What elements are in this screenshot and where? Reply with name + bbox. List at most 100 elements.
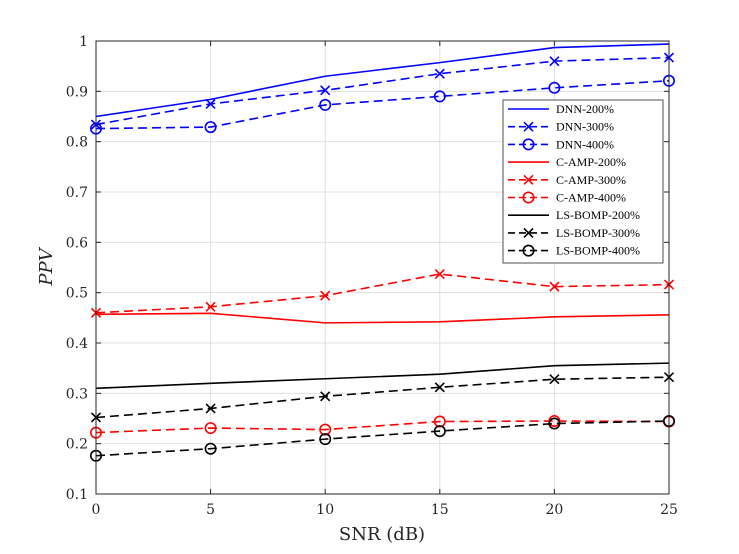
x-marker bbox=[549, 281, 560, 292]
legend-label: C-AMP-200% bbox=[556, 155, 626, 169]
data-point bbox=[319, 423, 332, 436]
x-tick-label: 0 bbox=[92, 502, 101, 518]
legend-entry: DNN-300% bbox=[508, 120, 614, 134]
x-marker-stroke bbox=[320, 85, 331, 96]
x-marker bbox=[523, 174, 534, 185]
x-marker-stroke bbox=[523, 227, 534, 238]
circle-marker bbox=[522, 138, 535, 151]
y-tick-label: 0.2 bbox=[66, 437, 88, 453]
x-tick-label: 15 bbox=[431, 502, 449, 518]
data-point bbox=[319, 98, 332, 111]
legend-entry: C-AMP-400% bbox=[508, 191, 626, 205]
circle-marker bbox=[522, 244, 535, 257]
plot-frame bbox=[95, 40, 670, 495]
x-marker bbox=[523, 121, 534, 132]
x-tick-label: 10 bbox=[316, 502, 334, 518]
y-axis-label: PPV bbox=[36, 246, 57, 286]
x-marker bbox=[320, 290, 331, 301]
x-marker bbox=[205, 301, 216, 312]
data-point bbox=[433, 415, 446, 428]
series-ls-bomp-300pct bbox=[90, 372, 675, 423]
series-dnn-400pct bbox=[90, 74, 675, 135]
data-point bbox=[204, 422, 217, 435]
legend-label: LS-BOMP-300% bbox=[556, 226, 640, 240]
circle-marker bbox=[522, 191, 535, 204]
x-marker-stroke bbox=[205, 403, 216, 414]
circle-marker bbox=[204, 121, 217, 134]
x-marker-stroke bbox=[205, 98, 216, 109]
legend-label: C-AMP-300% bbox=[556, 173, 626, 187]
legend-label: C-AMP-400% bbox=[556, 191, 626, 205]
circle-marker bbox=[433, 90, 446, 103]
series-dnn-300pct bbox=[90, 52, 675, 130]
data-point bbox=[320, 290, 331, 301]
circle-marker bbox=[319, 433, 332, 446]
x-marker-stroke bbox=[434, 68, 445, 79]
series-line bbox=[95, 420, 670, 434]
data-point bbox=[434, 268, 445, 280]
data-point bbox=[205, 98, 216, 109]
x-tick-label: 25 bbox=[660, 502, 678, 518]
circle-marker bbox=[319, 98, 332, 111]
y-tick-label: 0.9 bbox=[66, 84, 88, 100]
legend-label: DNN-300% bbox=[556, 120, 614, 134]
series-line bbox=[95, 420, 670, 457]
legend-label: LS-BOMP-200% bbox=[556, 208, 640, 222]
x-marker-stroke bbox=[320, 391, 331, 402]
circle-marker bbox=[433, 415, 446, 428]
y-tick-label: 0.8 bbox=[66, 135, 88, 151]
data-point bbox=[204, 121, 217, 134]
legend-entry: LS-BOMP-400% bbox=[508, 244, 640, 258]
data-point bbox=[320, 391, 331, 402]
series-line bbox=[95, 79, 670, 130]
x-marker bbox=[434, 382, 445, 393]
x-marker bbox=[205, 403, 216, 414]
x-tick-label: 20 bbox=[545, 502, 563, 518]
circle-marker bbox=[204, 442, 217, 455]
legend-entry: DNN-400% bbox=[508, 137, 614, 151]
x-marker bbox=[320, 85, 331, 96]
data-point bbox=[548, 417, 561, 430]
legend-entry: C-AMP-300% bbox=[508, 173, 626, 187]
x-tick-labels: 0 5 10 15 20 25 bbox=[92, 502, 678, 518]
x-marker-stroke bbox=[549, 281, 560, 292]
legend-entry: DNN-200% bbox=[508, 102, 614, 116]
series-line bbox=[95, 43, 670, 118]
ticks bbox=[95, 40, 670, 495]
data-point bbox=[205, 403, 216, 414]
x-marker bbox=[434, 268, 445, 280]
y-tick-label: 0.1 bbox=[66, 487, 88, 503]
y-tick-label: 0.3 bbox=[66, 386, 88, 402]
series-line bbox=[95, 312, 670, 324]
series-line bbox=[95, 376, 670, 419]
series-line bbox=[95, 362, 670, 390]
y-tick-label: 0.6 bbox=[66, 235, 88, 251]
x-marker bbox=[434, 68, 445, 79]
circle-marker bbox=[548, 417, 561, 430]
data-point bbox=[548, 81, 561, 94]
x-marker bbox=[320, 391, 331, 402]
x-marker-stroke bbox=[549, 56, 560, 67]
data-point bbox=[434, 68, 445, 79]
legend-entry: LS-BOMP-200% bbox=[508, 208, 640, 222]
circle-marker bbox=[548, 81, 561, 94]
x-marker-stroke bbox=[205, 301, 216, 312]
data-point bbox=[433, 90, 446, 103]
x-tick-label: 5 bbox=[206, 502, 215, 518]
legend-entry: C-AMP-200% bbox=[508, 155, 626, 169]
y-tick-label: 1 bbox=[79, 34, 88, 50]
series-line bbox=[95, 56, 670, 126]
legend: DNN-200% DNN-300% DNN-400% C-AMP-200% C-AMP-… bbox=[502, 99, 664, 264]
data-point bbox=[434, 382, 445, 393]
data-point bbox=[549, 374, 560, 385]
data-point bbox=[319, 433, 332, 446]
circle-marker bbox=[319, 423, 332, 436]
x-marker-stroke bbox=[434, 382, 445, 393]
data-point bbox=[204, 442, 217, 455]
data-point bbox=[549, 56, 560, 67]
x-marker-stroke bbox=[523, 121, 534, 132]
y-tick-label: 0.4 bbox=[66, 336, 88, 352]
x-marker-stroke bbox=[434, 268, 445, 280]
x-marker bbox=[549, 56, 560, 67]
